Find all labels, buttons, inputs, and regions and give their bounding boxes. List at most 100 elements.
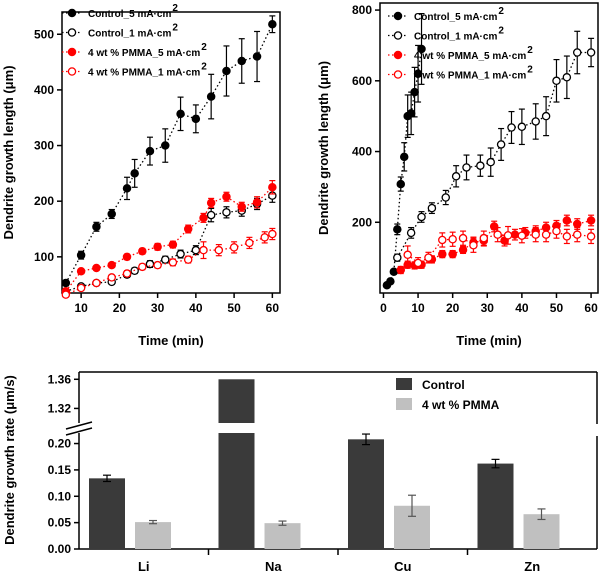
data-point (206, 210, 216, 220)
legend-marker (393, 50, 403, 60)
x-tick-label: 20 (113, 301, 127, 315)
legend-label: Control_5 mA·cm (414, 12, 497, 23)
x-tick-label: 60 (266, 301, 280, 315)
data-point (76, 283, 86, 293)
data-point (214, 245, 224, 255)
legend-superscript: 2 (527, 45, 533, 56)
data-point (122, 252, 132, 262)
y-axis-title: Dendrite growth length (μm) (316, 61, 331, 235)
data-point (413, 258, 423, 268)
bar (477, 463, 514, 549)
legend-entry (388, 11, 408, 21)
data-point (107, 209, 116, 219)
data-point (424, 253, 433, 262)
data-point (268, 19, 277, 29)
legend-label: 4 wt % PMMA (422, 398, 500, 412)
data-point (76, 250, 86, 260)
data-point (541, 111, 551, 121)
data-point (222, 192, 231, 201)
data-point (76, 267, 86, 276)
data-point (199, 213, 208, 223)
data-point (130, 169, 139, 178)
data-point (438, 249, 447, 259)
legend-label: 4 wt % PMMA_1 mA·cm (88, 68, 200, 79)
bar (264, 523, 301, 549)
bar-lower-segment (218, 433, 255, 549)
data-point (107, 273, 116, 282)
data-point (531, 117, 540, 126)
x-tick-label: 40 (189, 301, 203, 315)
axis-break-mark (65, 421, 93, 430)
x-tick-label: 50 (227, 301, 241, 315)
x-category-label: Li (138, 559, 150, 574)
legend-marker (393, 31, 403, 40)
y-tick-label: 800 (352, 3, 372, 17)
y-tick-label: 0.20 (48, 437, 72, 451)
x-tick-label: 40 (515, 301, 529, 315)
y-axis-title: Dendrite growth rate (μm/s) (2, 375, 17, 545)
series-2 (61, 180, 277, 296)
data-point (410, 87, 419, 97)
y-tick-label: 0.10 (48, 489, 72, 503)
legend-superscript: 2 (498, 26, 504, 37)
y-tick-label: 500 (34, 27, 54, 41)
data-point (451, 172, 461, 181)
data-point (183, 255, 193, 264)
legend-label: 4 wt % PMMA_1 mA·cm (414, 71, 526, 82)
data-point (153, 242, 162, 252)
legend-entry (62, 47, 82, 57)
data-point (517, 231, 527, 240)
data-point (531, 230, 540, 239)
data-point (399, 152, 409, 162)
data-point (138, 247, 147, 256)
data-point (562, 232, 572, 241)
data-point (462, 163, 471, 172)
y-tick-label: 300 (34, 139, 54, 153)
legend-superscript: 2 (201, 62, 207, 73)
data-point (61, 278, 71, 288)
data-point (458, 245, 468, 255)
data-point (396, 265, 406, 275)
legend-entry (62, 28, 82, 37)
data-point (510, 230, 520, 239)
legend-marker (67, 67, 77, 76)
x-category-label: Cu (394, 559, 411, 574)
legend-label: Control (422, 378, 465, 392)
y-axis-title: Dendrite growth length (μm) (1, 65, 16, 239)
legend-superscript: 2 (498, 6, 504, 17)
x-tick-label: 30 (481, 301, 495, 315)
data-point (427, 203, 437, 213)
x-tick-label: 10 (411, 301, 425, 315)
data-point (493, 230, 502, 239)
data-point (237, 56, 247, 66)
data-point (145, 146, 155, 156)
data-point (122, 184, 132, 193)
axis-break-mark (65, 427, 93, 436)
data-point (586, 232, 596, 241)
data-point (396, 179, 406, 189)
legend-label: Control_1 mA·cm (414, 32, 497, 43)
data-point (517, 122, 527, 132)
x-tick-label: 50 (550, 301, 564, 315)
data-point (161, 141, 170, 150)
data-point (237, 202, 247, 212)
x-category-label: Zn (524, 559, 540, 574)
data-point (122, 269, 132, 278)
data-point (406, 228, 416, 238)
data-point (168, 258, 178, 267)
data-point (206, 198, 216, 208)
legend-marker (393, 11, 403, 21)
series-0 (61, 15, 277, 288)
x-axis-title: Time (min) (138, 333, 204, 348)
x-tick-label: 10 (74, 301, 88, 315)
data-point (268, 229, 277, 239)
legend-entry (388, 70, 408, 79)
data-point (448, 234, 457, 244)
legend-marker (67, 47, 77, 57)
data-point (191, 114, 201, 124)
bar (135, 522, 171, 549)
y-tick-label: 1.36 (48, 372, 72, 386)
data-point (448, 249, 457, 259)
data-point (183, 224, 193, 234)
data-point (206, 92, 216, 101)
